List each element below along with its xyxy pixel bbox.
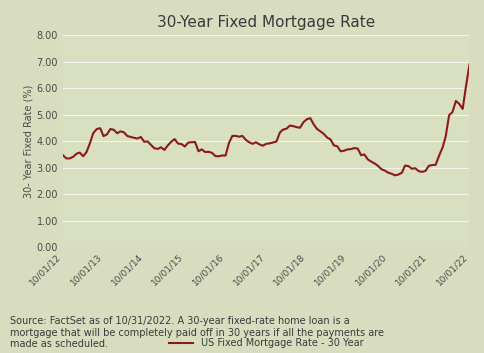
Y-axis label: 30- Year Fixed Rate (%): 30- Year Fixed Rate (%) [24,84,34,198]
Text: Source: FactSet as of 10/31/2022. A 30-year fixed-rate home loan is a
mortgage t: Source: FactSet as of 10/31/2022. A 30-y… [10,316,384,349]
Title: 30-Year Fixed Mortgage Rate: 30-Year Fixed Mortgage Rate [157,15,375,30]
Legend: US Fixed Mortgage Rate - 30 Year: US Fixed Mortgage Rate - 30 Year [165,335,367,352]
